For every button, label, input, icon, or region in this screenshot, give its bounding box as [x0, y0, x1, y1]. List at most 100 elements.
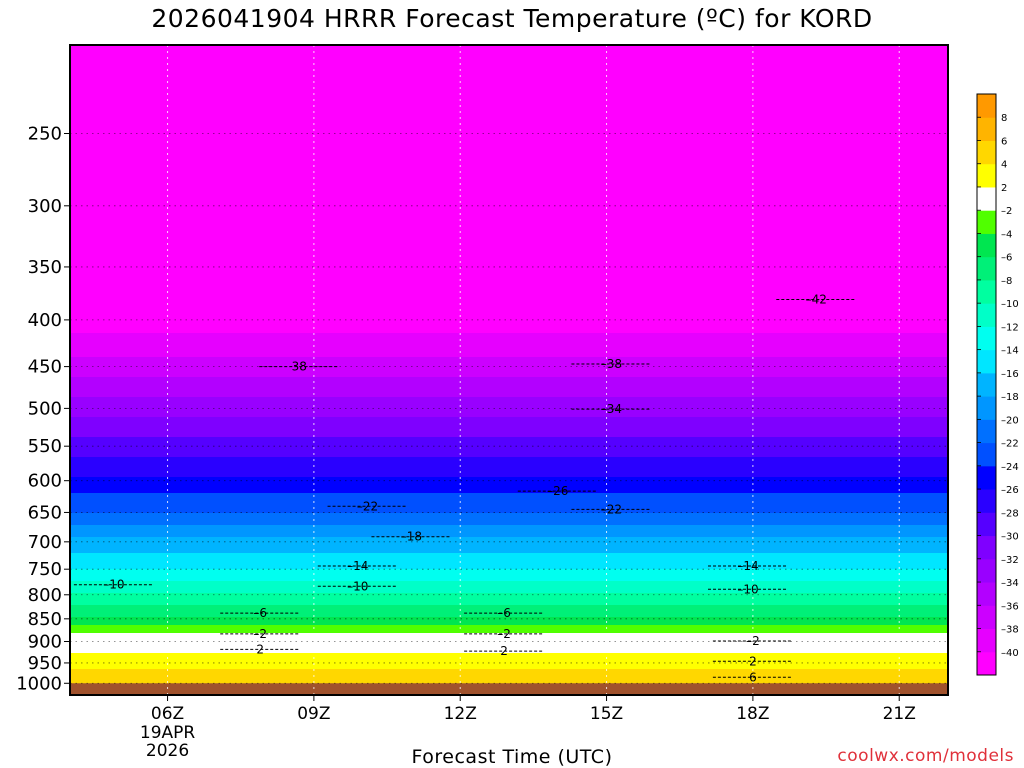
y-tick-label: 650	[28, 502, 62, 523]
temperature-band	[70, 53, 948, 58]
temperature-band	[70, 197, 948, 202]
temperature-band	[70, 89, 948, 94]
temperature-band	[70, 413, 948, 418]
y-tick-label: 1000	[16, 673, 62, 694]
colorbar-swatch	[977, 605, 996, 630]
colorbar-tick-label: –10	[1001, 299, 1019, 310]
credit-link[interactable]: coolwx.com/models	[837, 746, 1014, 766]
colorbar-tick-label: –34	[1001, 578, 1019, 589]
colorbar-tick-label: –32	[1001, 555, 1019, 566]
temperature-band	[70, 389, 948, 394]
temperature-band	[70, 237, 948, 242]
contour-label: 6	[749, 670, 757, 684]
colorbar-tick-label: –40	[1001, 648, 1019, 659]
temperature-band	[70, 365, 948, 370]
temperature-band	[70, 421, 948, 426]
temperature-band	[70, 117, 948, 122]
contour-label: 2	[256, 642, 264, 656]
temperature-band	[70, 145, 948, 150]
temperature-band	[70, 157, 948, 162]
temperature-band	[70, 133, 948, 138]
temperature-band	[70, 49, 948, 54]
temperature-band	[70, 461, 948, 466]
temperature-band	[70, 577, 948, 582]
temperature-band	[70, 165, 948, 170]
temperature-band	[70, 141, 948, 146]
colorbar-swatch	[977, 303, 996, 327]
x-tick-label: 21Z	[883, 704, 916, 724]
y-tick-label: 500	[28, 398, 62, 419]
ground-fill	[70, 683, 948, 695]
colorbar-tick-label: –22	[1001, 439, 1019, 450]
temperature-band	[70, 457, 948, 462]
colorbar-swatch	[977, 163, 996, 188]
temperature-band	[70, 353, 948, 358]
temperature-band	[70, 361, 948, 366]
colorbar-swatch	[977, 442, 996, 467]
temperature-band	[70, 125, 948, 130]
colorbar-swatch	[977, 651, 996, 676]
temperature-band	[70, 305, 948, 310]
temperature-band	[70, 45, 948, 50]
temperature-band	[70, 385, 948, 390]
temperature-band	[70, 149, 948, 154]
temperature-band	[70, 297, 948, 302]
colorbar-swatch	[977, 140, 996, 165]
colorbar-swatch	[977, 233, 996, 258]
contour-label: –2	[746, 634, 760, 648]
temperature-band	[70, 673, 948, 678]
contour-label: –18	[401, 530, 422, 544]
temperature-band	[70, 285, 948, 290]
temperature-band	[70, 57, 948, 62]
contour-label: –2	[253, 627, 267, 641]
temperature-band	[70, 489, 948, 494]
temperature-band	[70, 93, 948, 98]
temperature-band	[70, 545, 948, 550]
colorbar-frame	[976, 93, 997, 676]
temperature-band	[70, 657, 948, 662]
temperature-band	[70, 569, 948, 574]
temperature-band	[70, 61, 948, 66]
temperature-band	[70, 309, 948, 314]
temperature-band	[70, 617, 948, 622]
temperature-band	[70, 205, 948, 210]
contour-label: –6	[497, 606, 511, 620]
colorbar-tick-label: 6	[1001, 136, 1007, 147]
y-tick-label: 250	[28, 123, 62, 144]
colorbar-tick-label: –6	[1001, 253, 1012, 264]
temperature-band	[70, 317, 948, 322]
colorbar-tick-label: –8	[1001, 276, 1012, 287]
temperature-band	[70, 281, 948, 286]
temperature-band	[70, 269, 948, 274]
temperature-band	[70, 601, 948, 606]
contour-label: –6	[253, 606, 267, 620]
contour-label: –34	[601, 402, 622, 416]
temperature-band	[70, 477, 948, 482]
colorbar-tick-label: –20	[1001, 415, 1019, 426]
y-tick-label: 850	[28, 609, 62, 630]
colorbar-tick-label: –30	[1001, 532, 1019, 543]
temperature-band	[70, 485, 948, 490]
temperature-band	[70, 541, 948, 546]
temperature-band	[70, 113, 948, 118]
y-tick-label: 700	[28, 532, 62, 553]
temperature-band	[70, 445, 948, 450]
temperature-band	[70, 517, 948, 522]
temperature-band	[70, 425, 948, 430]
temperature-band	[70, 321, 948, 326]
temperature-band	[70, 621, 948, 626]
temperature-band	[70, 429, 948, 434]
temperature-band	[70, 449, 948, 454]
temperature-band	[70, 557, 948, 562]
colorbar-tick-label: 4	[1001, 160, 1007, 171]
temperature-band	[70, 573, 948, 578]
temperature-band	[70, 137, 948, 142]
temperature-band	[70, 473, 948, 478]
contour-label: –38	[601, 357, 622, 371]
colorbar-swatch	[977, 582, 996, 606]
colorbar-swatch	[977, 512, 996, 537]
colorbar-swatch	[977, 372, 996, 397]
temperature-band	[70, 553, 948, 558]
temperature-band	[70, 533, 948, 538]
